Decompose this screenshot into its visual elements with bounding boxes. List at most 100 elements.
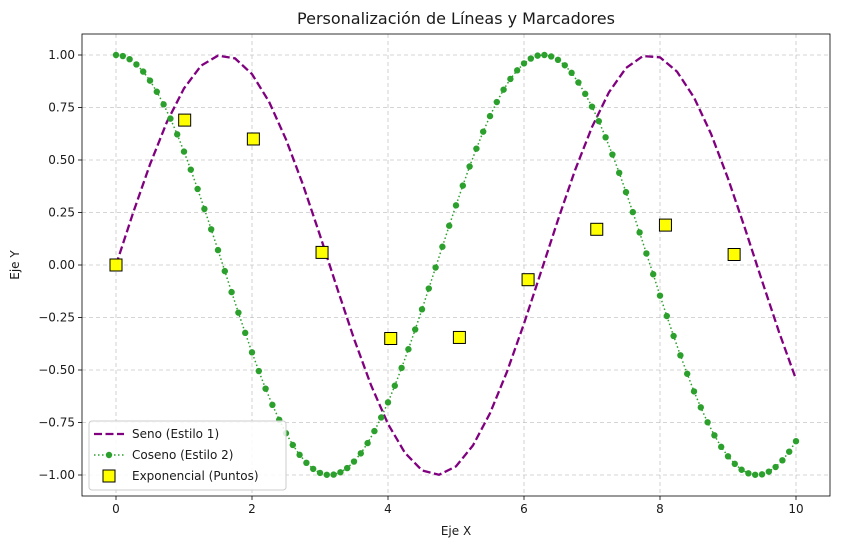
- cosine-point: [690, 388, 698, 395]
- cosine-point: [786, 448, 793, 455]
- cosine-point: [602, 134, 609, 141]
- cosine-point: [364, 439, 371, 447]
- cosine-point: [160, 101, 167, 108]
- cosine-point: [412, 326, 419, 333]
- legend-box: [88, 420, 287, 491]
- legend-label: Coseno (Estilo 2): [132, 448, 233, 462]
- legend-label: Seno (Estilo 1): [132, 427, 219, 441]
- legend-swatch-marker: [102, 469, 116, 483]
- cosine-point: [650, 271, 657, 278]
- cosine-point: [554, 56, 562, 64]
- chart-title: Personalización de Líneas y Marcadores: [297, 9, 615, 28]
- y-axis-ticks: 1.00 0.75 0.50 0.25 0.00 −0.25 −0.50 −0.75 −1.00: [38, 48, 82, 482]
- cosine-point: [201, 205, 208, 213]
- exponential-point: [178, 113, 192, 127]
- cosine-point: [357, 450, 364, 457]
- cosine-point: [493, 98, 500, 106]
- cosine-point: [174, 131, 181, 138]
- cosine-point: [520, 60, 528, 67]
- cosine-point: [486, 112, 494, 120]
- cosine-point: [119, 52, 127, 60]
- cosine-point: [289, 441, 296, 449]
- cosine-point: [500, 86, 507, 93]
- legend-entry: Coseno (Estilo 2): [94, 448, 233, 462]
- plot-series: [109, 51, 800, 478]
- cosine-point: [541, 51, 548, 59]
- cosine-point: [405, 346, 412, 353]
- cosine-point: [738, 466, 745, 473]
- cosine-point: [779, 457, 786, 464]
- exponential-point: [590, 222, 604, 236]
- cosine-point: [745, 470, 752, 477]
- exponential-point: [246, 132, 260, 146]
- cosine-point: [167, 115, 174, 122]
- cosine-point: [466, 163, 473, 170]
- cosine-point: [582, 90, 589, 98]
- cosine-point: [432, 264, 439, 271]
- cosine-point: [221, 267, 228, 275]
- legend-entry: Exponencial (Puntos): [102, 469, 259, 483]
- cosine-point: [622, 188, 630, 196]
- cosine-point: [724, 453, 732, 460]
- cosine-point: [609, 151, 616, 158]
- x-tick-label: 4: [384, 502, 392, 516]
- cosine-point: [391, 382, 398, 389]
- cosine-point: [133, 61, 140, 68]
- cosine-point: [269, 401, 276, 409]
- cosine-point: [772, 463, 779, 471]
- cosine-point: [507, 75, 514, 83]
- exponential-point: [109, 258, 123, 272]
- cosine-point: [588, 103, 596, 110]
- y-tick-label: 0.00: [48, 258, 75, 272]
- cosine-point: [548, 53, 555, 60]
- cosine-point: [704, 419, 711, 426]
- cosine-point: [711, 432, 718, 439]
- cosine-point: [310, 465, 317, 473]
- cosine-point: [439, 243, 446, 250]
- x-tick-label: 10: [788, 502, 803, 516]
- cosine-point: [568, 69, 575, 77]
- exponential-point: [452, 330, 466, 344]
- cosine-point: [752, 471, 759, 478]
- cosine-point: [697, 404, 704, 411]
- cosine-point: [656, 292, 664, 299]
- series-3: [109, 113, 741, 345]
- cosine-point: [330, 471, 337, 478]
- series-1: [114, 54, 798, 477]
- cosine-point: [731, 460, 738, 468]
- cosine-point: [527, 55, 534, 62]
- exponential-point: [658, 218, 672, 232]
- y-tick-label: −1.00: [38, 468, 75, 482]
- y-tick-label: 1.00: [48, 48, 75, 62]
- cosine-point: [112, 51, 120, 59]
- cosine-point: [153, 88, 160, 95]
- cosine-point: [663, 312, 670, 320]
- cosine-point: [575, 79, 582, 86]
- y-tick-label: −0.25: [38, 311, 75, 325]
- cosine-point: [636, 229, 643, 236]
- cosine-point: [303, 459, 310, 467]
- exponential-point: [384, 332, 398, 345]
- cosine-point: [792, 437, 800, 445]
- cosine-point: [371, 427, 378, 435]
- y-tick-label: −0.75: [38, 416, 75, 430]
- y-tick-label: 0.25: [48, 206, 75, 220]
- cosine-point: [629, 208, 636, 216]
- cosine-point: [595, 117, 602, 125]
- cosine-point: [255, 367, 262, 375]
- y-tick-label: 0.50: [48, 153, 75, 167]
- cosine-line: [115, 54, 797, 476]
- cosine-point: [316, 469, 324, 477]
- cosine-point: [146, 77, 154, 84]
- cosine-point: [446, 222, 453, 229]
- y-tick-label: −0.50: [38, 363, 75, 377]
- cosine-point: [718, 443, 725, 451]
- legend-swatch-marker: [105, 451, 113, 459]
- y-axis-label: Eje Y: [8, 250, 22, 280]
- exponential-point: [315, 245, 329, 259]
- cosine-point: [452, 202, 460, 209]
- cosine-point: [248, 349, 256, 356]
- x-axis-label: Eje X: [441, 524, 471, 538]
- cosine-point: [384, 399, 392, 406]
